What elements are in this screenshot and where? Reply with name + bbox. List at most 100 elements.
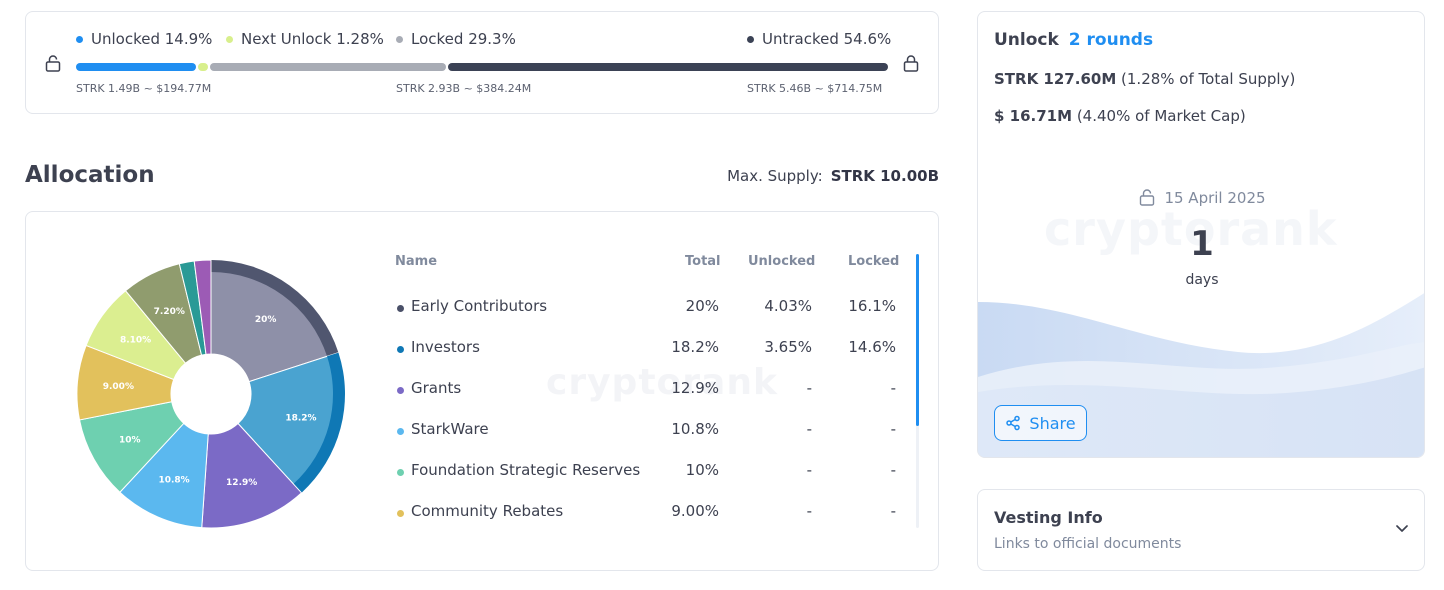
row-color-dot [397,305,404,312]
col-locked[interactable]: Locked [848,254,900,269]
unlock-rounds-link[interactable]: 2 rounds [1068,30,1154,50]
pie-slice-label: 18.2% [285,414,316,424]
row-locked: - [890,379,896,397]
max-supply: Max. Supply: STRK 10.00B [727,167,939,185]
allocation-title: Allocation [25,162,155,188]
pie-slice-label: 20% [255,315,277,325]
row-name: Early Contributors [411,297,548,315]
share-label: Share [1029,413,1076,433]
unlock-supply-share: (1.28% of Total Supply) [1121,70,1296,88]
legend-dot [226,35,233,43]
row-name: StarkWare [411,420,489,438]
legend-dot [747,35,754,43]
table-row[interactable]: Investors 18.2% 3.65% 14.6% [395,338,905,379]
bar-segment-unlocked [76,63,196,71]
pie-slice-unlocked-ring [211,260,339,357]
legend-label: Unlocked 14.9% [91,30,213,48]
share-button[interactable]: Share [994,405,1087,441]
next-unlock-card: cryptorank Unlock 2 rounds STRK 127.60M (… [977,11,1425,458]
legend-dot [396,35,403,43]
pie-slice-label: 10.8% [158,475,189,485]
row-unlocked: - [806,379,812,397]
supply-progress-bar [76,63,888,71]
unlock-value-share: (4.40% of Market Cap) [1076,107,1246,125]
pie-slice[interactable] [193,259,212,355]
row-locked: - [890,420,896,438]
supply-progress-card: Unlocked 14.9% Next Unlock 1.28% Locked … [25,11,939,114]
row-total: 18.2% [671,338,719,356]
row-locked: 14.6% [848,338,896,356]
row-unlocked: - [806,420,812,438]
row-unlocked: - [806,502,812,520]
countdown-days: 1 [1190,224,1214,264]
legend-dot [76,35,83,43]
legend-unlocked: Unlocked 14.9% [76,30,212,48]
max-supply-label: Max. Supply: [727,167,823,185]
vesting-info-card[interactable]: Vesting Info Links to official documents [977,489,1425,571]
row-name: Investors [411,338,480,356]
row-unlocked: 4.03% [764,297,812,315]
col-name[interactable]: Name [395,254,438,269]
row-unlocked: 3.65% [764,338,812,356]
pie-slice-label: 7.20% [154,307,185,317]
unlock-value-amount: $ 16.71M [994,107,1073,125]
vesting-subtitle: Links to official documents [994,536,1182,552]
table-row[interactable]: Foundation Strategic Reserves 10% - - [395,461,905,502]
lock-open-icon [45,55,61,72]
wave-decoration [978,293,1424,457]
row-locked: - [890,502,896,520]
bar-segment-locked [210,63,447,71]
watermark: cryptorank [1044,202,1338,256]
col-unlocked[interactable]: Unlocked [748,254,816,269]
table-row[interactable]: Grants 12.9% - - [395,379,905,420]
unlock-date-text: 15 April 2025 [1164,189,1266,207]
pie-slice[interactable] [201,422,303,529]
row-locked: 16.1% [848,297,896,315]
col-total[interactable]: Total [685,254,721,269]
pie-slice-label: 10% [119,435,141,445]
locked-amount: STRK 2.93B ~ $384.24M [396,82,532,95]
table-row[interactable]: Community Rebates 9.00% - - [395,502,905,543]
lock-icon [903,55,919,72]
lock-open-icon [1140,189,1155,206]
unlock-supply: STRK 127.60M (1.28% of Total Supply) [994,70,1295,88]
pie-slice-label: 9.00% [103,382,134,392]
row-unlocked: - [806,461,812,479]
row-locked: - [890,461,896,479]
pie-slice-label: 8.10% [120,336,151,346]
pie-slice-label: 12.9% [226,478,257,488]
unlock-date: 15 April 2025 [978,188,1424,207]
row-total: 20% [685,297,719,315]
legend-untracked: Untracked 54.6% [747,30,891,48]
bar-segment-next-unlock [198,63,209,71]
unlock-supply-amount: STRK 127.60M [994,70,1117,88]
allocation-pie-chart[interactable]: 20% 18.2% 12.9% 10.8% 10% 9.00% 8.10% 7.20% [66,249,356,539]
row-name: Community Rebates [411,502,564,520]
unlock-heading: Unlock 2 rounds [994,30,1153,50]
vesting-title: Vesting Info [994,508,1103,527]
scrollbar-thumb[interactable] [916,254,919,426]
legend-locked: Locked 29.3% [396,30,516,48]
pie-slice-unlocked-ring [293,352,345,493]
row-color-dot [397,428,404,435]
row-name: Grants [411,379,462,397]
unlocked-amount: STRK 1.49B ~ $194.77M [76,82,212,95]
row-total: 12.9% [671,379,719,397]
row-color-dot [397,346,404,353]
unlock-value: $ 16.71M (4.40% of Market Cap) [994,107,1246,125]
chevron-down-icon[interactable] [1394,520,1410,536]
watermark: cryptorank [546,362,778,403]
table-row[interactable]: StarkWare 10.8% - - [395,420,905,461]
legend-label: Untracked 54.6% [762,30,892,48]
table-scrollbar[interactable] [916,254,919,528]
allocation-card: cryptorank 20% 18.2% 12.9% 10.8% 10% 9.00% 8.1… [25,211,939,571]
untracked-amount: STRK 5.46B ~ $714.75M [747,82,883,95]
table-row[interactable]: Early Contributors 20% 4.03% 16.1% [395,297,905,338]
legend-next-unlock: Next Unlock 1.28% [226,30,384,48]
row-color-dot [397,387,404,394]
unlock-label: Unlock [994,30,1059,50]
legend-label: Locked 29.3% [411,30,516,48]
countdown-days-label: days [1185,272,1219,288]
max-supply-value: STRK 10.00B [830,167,939,185]
share-icon [1006,415,1021,431]
